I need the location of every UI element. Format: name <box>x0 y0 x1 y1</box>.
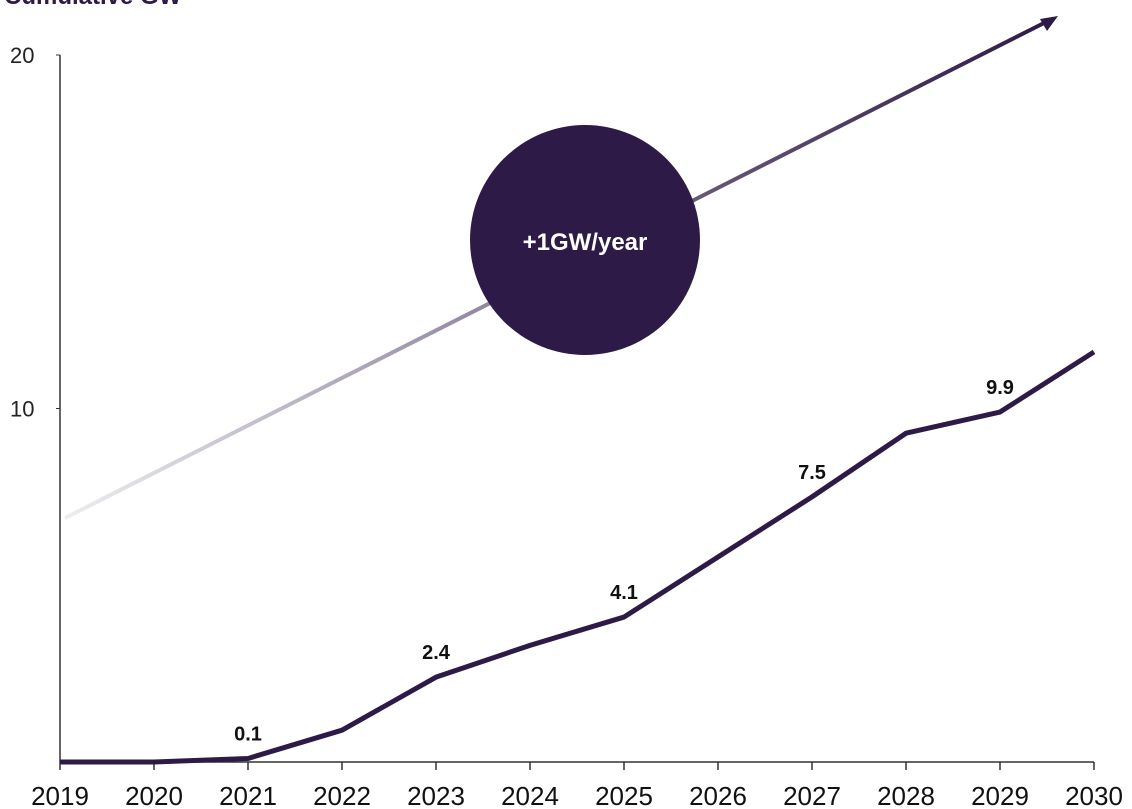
data-label: 4.1 <box>610 582 638 604</box>
series-line <box>60 349 1096 765</box>
chart-title: Cumulative GW <box>4 0 182 10</box>
data-label: 9.9 <box>986 377 1014 399</box>
y-tick-label: 20 <box>10 43 34 68</box>
x-tick-label: 2029 <box>971 781 1029 809</box>
x-tick-label: 2024 <box>501 781 559 809</box>
x-tick-label: 2021 <box>219 781 277 809</box>
data-label: 7.5 <box>798 462 826 484</box>
annotation-circle <box>470 125 700 355</box>
x-tick-label: 2026 <box>689 781 747 809</box>
x-tick-label: 2019 <box>31 781 89 809</box>
x-tick-label: 2023 <box>407 781 465 809</box>
x-tick-label: 2025 <box>595 781 653 809</box>
x-tick-label: 2027 <box>783 781 841 809</box>
arrow-head <box>1040 16 1058 31</box>
data-label: 2.4 <box>422 642 451 664</box>
x-tick-label: 2020 <box>125 781 183 809</box>
annotation: +1GW/year <box>523 229 648 256</box>
x-tick-label: 2030 <box>1065 781 1123 809</box>
y-tick-label: 10 <box>10 397 34 422</box>
x-tick-label: 2028 <box>877 781 935 809</box>
x-tick-label: 2022 <box>313 781 371 809</box>
data-label: 0.1 <box>234 723 262 745</box>
